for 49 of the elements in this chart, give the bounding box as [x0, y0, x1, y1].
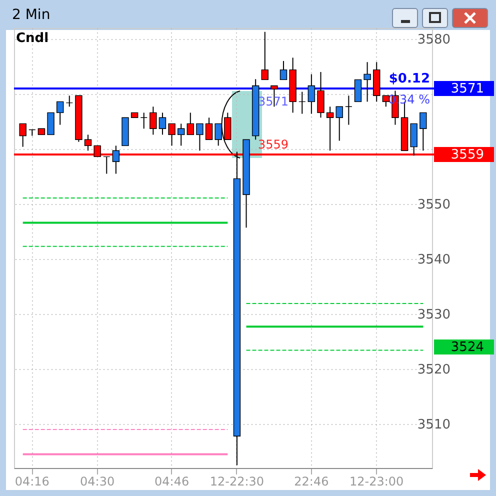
y-tick-label: 3540: [417, 252, 450, 268]
x-tick-label: 04:46: [154, 474, 190, 488]
candlestick: [56, 101, 64, 126]
candlestick: [205, 117, 213, 140]
candlestick: [420, 112, 427, 152]
ref-line-label: 3571: [450, 82, 484, 96]
text: 3524: [450, 340, 484, 355]
ref-line-label: 3559: [450, 148, 484, 162]
y-tick-label: 3550: [417, 198, 450, 212]
candlestick: [178, 123, 185, 146]
candlestick: [410, 123, 418, 156]
annotation: 3559: [258, 138, 289, 152]
candlestick: [168, 123, 176, 146]
candlestick: [19, 123, 26, 148]
candlestick: [112, 145, 120, 174]
x-tick-label: 12-23:00: [350, 474, 404, 488]
candlestick: [84, 134, 92, 152]
candlestick: [47, 112, 54, 136]
candlestick: [280, 60, 288, 80]
y-tick-label: 3530: [417, 308, 450, 322]
candlestick: [214, 123, 222, 146]
candlestick: [308, 74, 316, 114]
candlestick: [186, 112, 194, 136]
y-tick-label: 3510: [417, 418, 450, 432]
candlestick: [336, 106, 343, 142]
candlestick: [317, 72, 324, 118]
annotation: $0.12: [388, 72, 430, 86]
candlestick: [224, 112, 232, 140]
chart-title: 2 Min: [12, 7, 50, 23]
candlestick: [28, 129, 36, 136]
x-tick-label: 04:30: [80, 474, 115, 488]
candlestick: [298, 91, 306, 114]
x-tick-label: 12-22:30: [210, 474, 264, 488]
y-tick-label: 3580: [417, 32, 450, 48]
candlestick: [354, 79, 362, 102]
candlestick: [261, 31, 268, 80]
candlestick: [158, 112, 166, 136]
candlestick: [66, 95, 73, 108]
y-tick-label: 3520: [417, 362, 450, 378]
x-tick-label: 22:46: [294, 474, 329, 488]
candlestick: [140, 112, 148, 130]
candlestick: [364, 62, 371, 102]
candlestick: [150, 106, 157, 136]
candlestick: [196, 123, 204, 152]
candlestick: [345, 95, 352, 126]
x-tick-label: 04:16: [14, 474, 50, 488]
candlestick: [103, 156, 110, 174]
annotation: Cndl: [16, 31, 49, 46]
candlestick: [326, 106, 334, 152]
